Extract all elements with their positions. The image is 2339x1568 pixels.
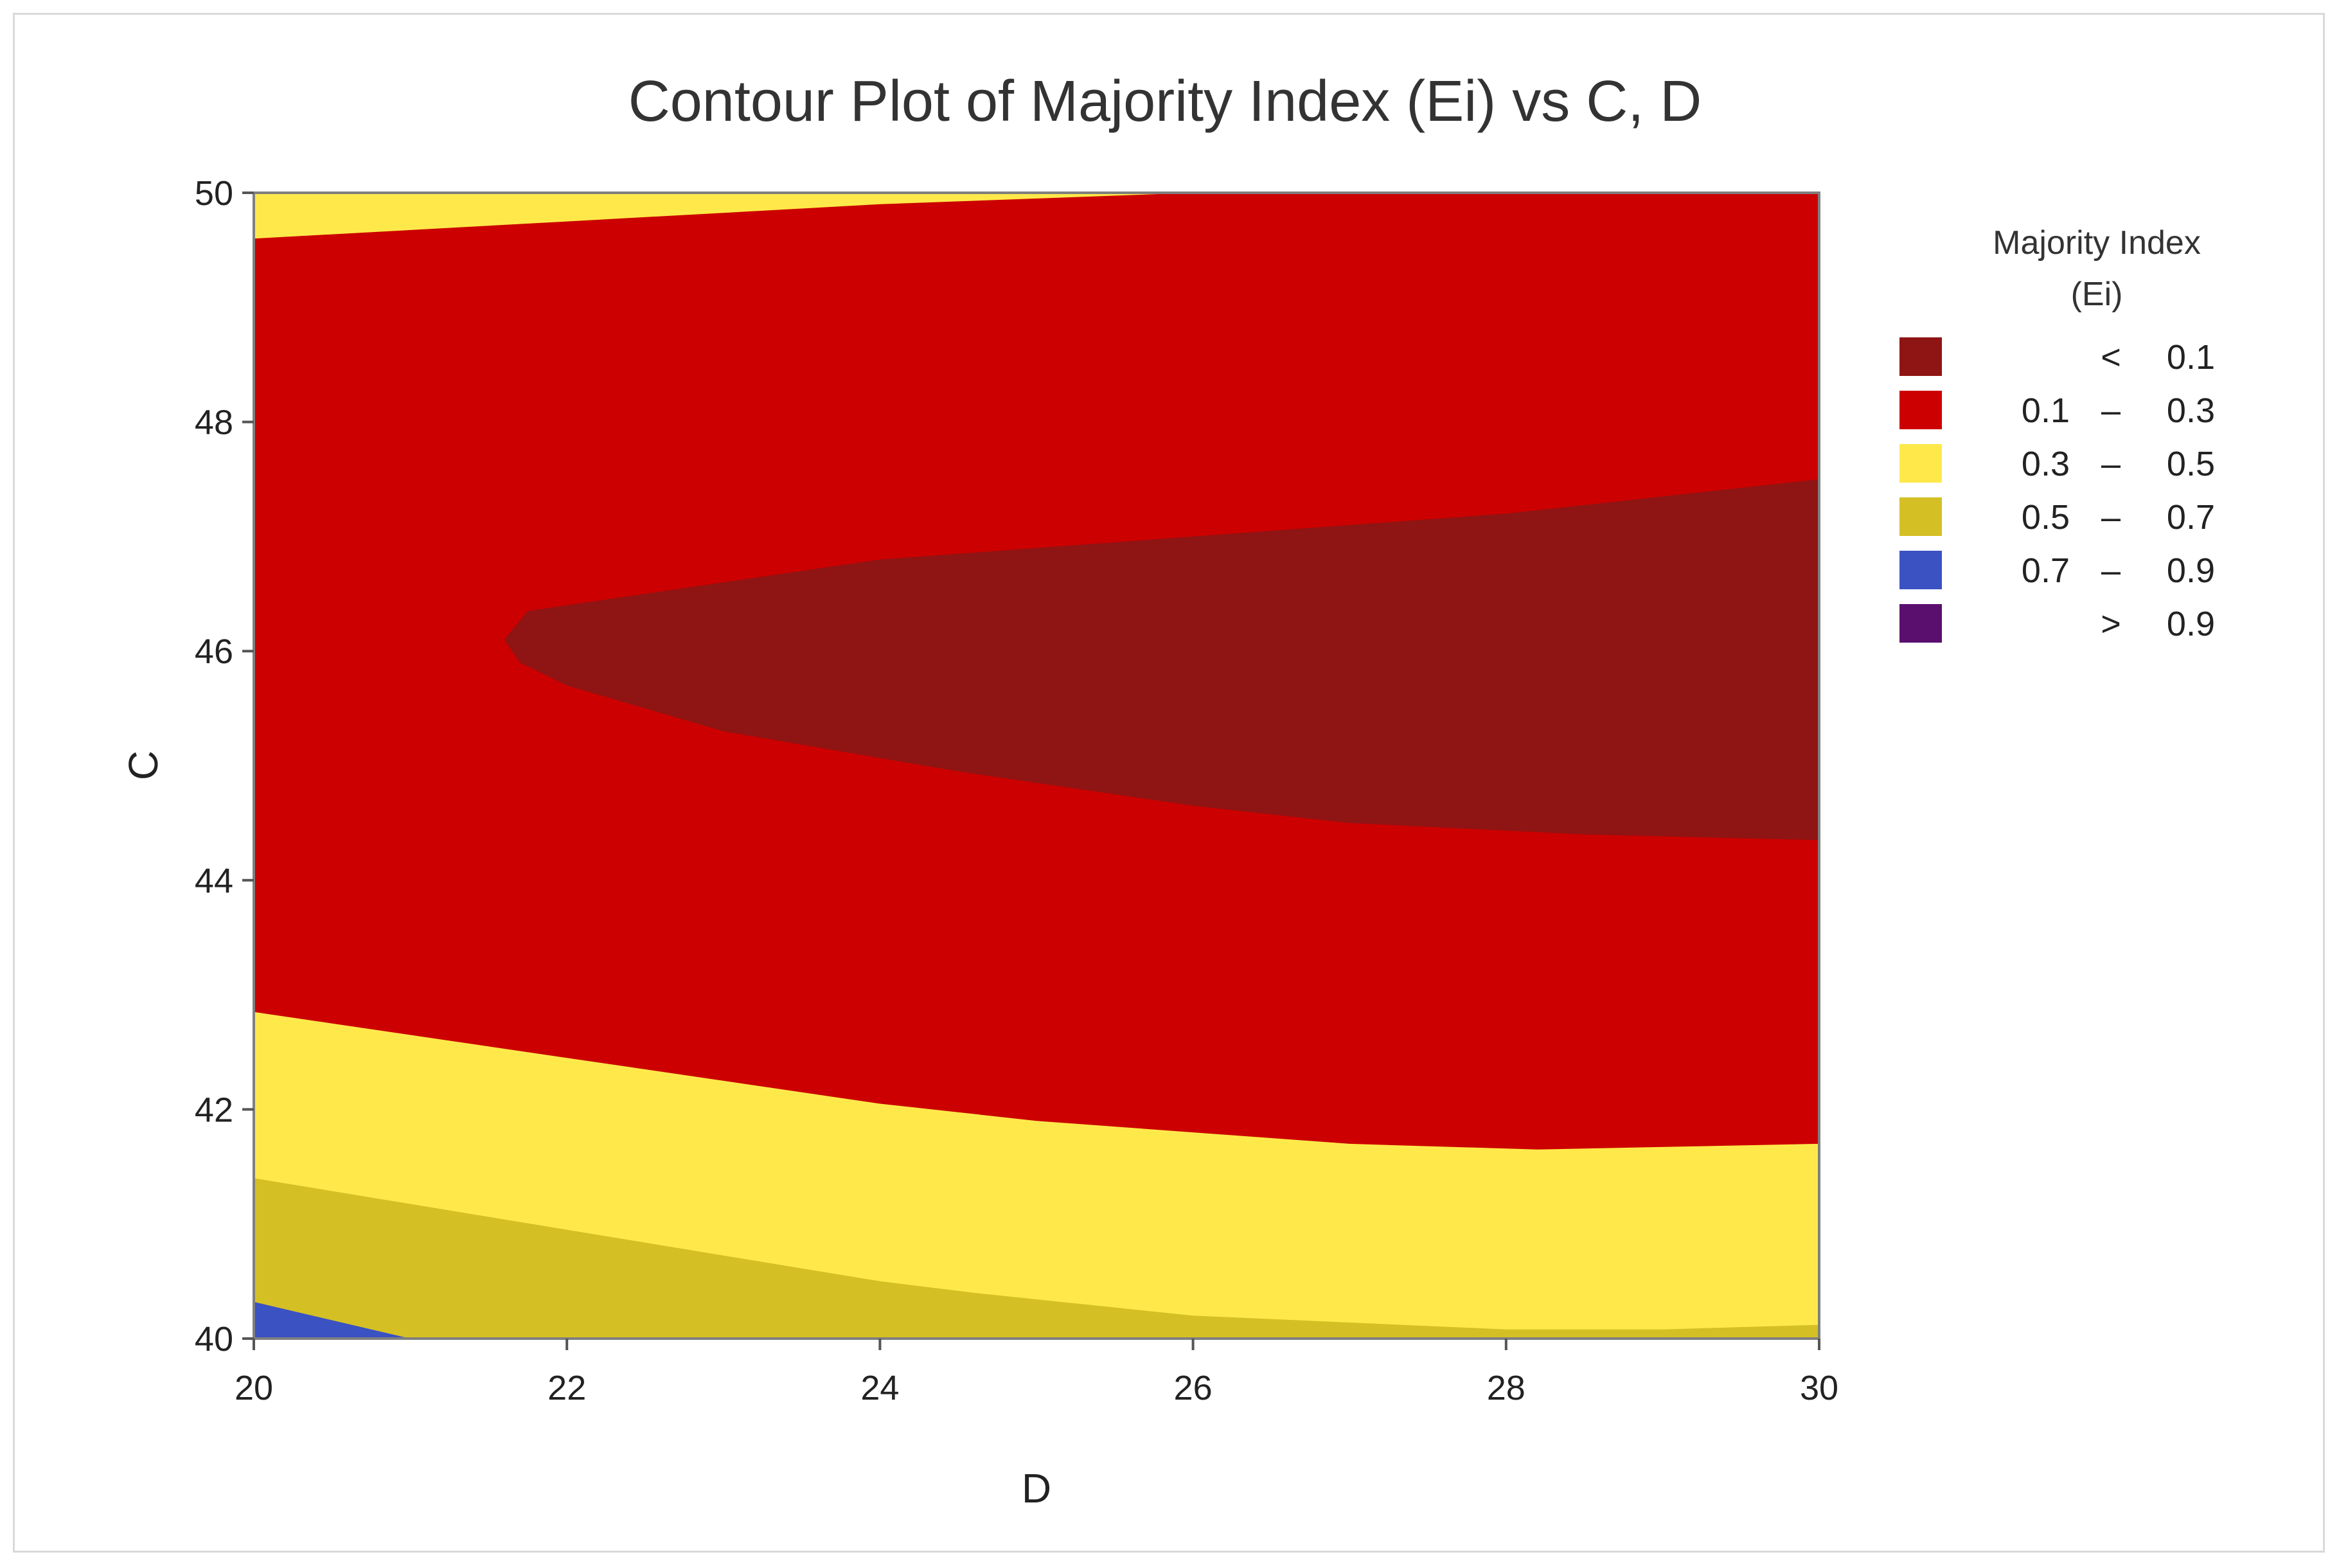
- legend-range-sep-2: –: [2101, 445, 2121, 483]
- contour-band-3: [254, 1178, 1819, 1339]
- x-tick-label-0: 20: [235, 1369, 273, 1407]
- legend-title-line-1: Majority Index: [1993, 224, 2201, 262]
- x-axis: 20 22 24 26 28 30: [235, 1339, 1838, 1407]
- legend-swatch-2: [1898, 443, 1943, 484]
- x-tick-label-2: 24: [860, 1369, 899, 1407]
- contour-band-0: [254, 193, 1819, 239]
- legend: Majority Index (Ei) <0.10.1–0.30.3–0.50.…: [1898, 224, 2215, 644]
- x-tick-label-1: 22: [547, 1369, 586, 1407]
- y-tick-label-0: 40: [195, 1320, 233, 1359]
- legend-swatch-3: [1898, 496, 1943, 537]
- legend-range-low-3: 0.5: [2022, 498, 2070, 537]
- legend-range-high-2: 0.5: [2167, 445, 2215, 483]
- chart-frame: Contour Plot of Majority Index (Ei) vs C…: [13, 13, 2325, 1553]
- legend-range-high-1: 0.3: [2167, 391, 2215, 430]
- legend-swatch-1: [1898, 389, 1943, 431]
- legend-range-low-4: 0.7: [2022, 551, 2070, 590]
- legend-range-sep-1: –: [2101, 391, 2121, 430]
- x-axis-title: D: [1022, 1465, 1051, 1511]
- legend-swatch-0: [1898, 336, 1943, 377]
- contour-bands: [254, 193, 1819, 1339]
- legend-range-sep-4: –: [2101, 551, 2121, 590]
- x-tick-label-5: 30: [1800, 1369, 1838, 1407]
- contour-band-4: [254, 1301, 411, 1339]
- y-tick-label-2: 44: [195, 862, 233, 900]
- legend-range-high-5: 0.9: [2167, 605, 2215, 643]
- legend-range-sep-5: >: [2101, 605, 2121, 643]
- legend-swatch-4: [1898, 549, 1943, 591]
- legend-range-low-2: 0.3: [2022, 445, 2070, 483]
- legend-range-sep-3: –: [2101, 498, 2121, 537]
- y-axis-title: C: [120, 751, 166, 780]
- legend-swatch-5: [1898, 603, 1943, 644]
- legend-range-high-0: 0.1: [2167, 338, 2215, 377]
- y-tick-label-3: 46: [195, 632, 233, 671]
- plot-area-border: [253, 192, 1820, 1340]
- contour-band-2: [504, 479, 1819, 841]
- legend-range-low-1: 0.1: [2022, 391, 2070, 430]
- legend-title-line-2: (Ei): [2071, 276, 2123, 313]
- contour-chart: Contour Plot of Majority Index (Ei) vs C…: [120, 69, 2215, 1511]
- y-axis: 40 42 44 46 48 50: [195, 174, 254, 1359]
- legend-range-high-4: 0.9: [2167, 551, 2215, 590]
- legend-range-sep-0: <: [2101, 338, 2121, 377]
- legend-range-high-3: 0.7: [2167, 498, 2215, 537]
- x-tick-label-4: 28: [1487, 1369, 1525, 1407]
- y-tick-label-1: 42: [195, 1091, 233, 1129]
- x-tick-label-3: 26: [1174, 1369, 1213, 1407]
- y-tick-label-4: 48: [195, 404, 233, 442]
- chart-title: Contour Plot of Majority Index (Ei) vs C…: [628, 69, 1702, 134]
- y-tick-label-5: 50: [195, 174, 233, 213]
